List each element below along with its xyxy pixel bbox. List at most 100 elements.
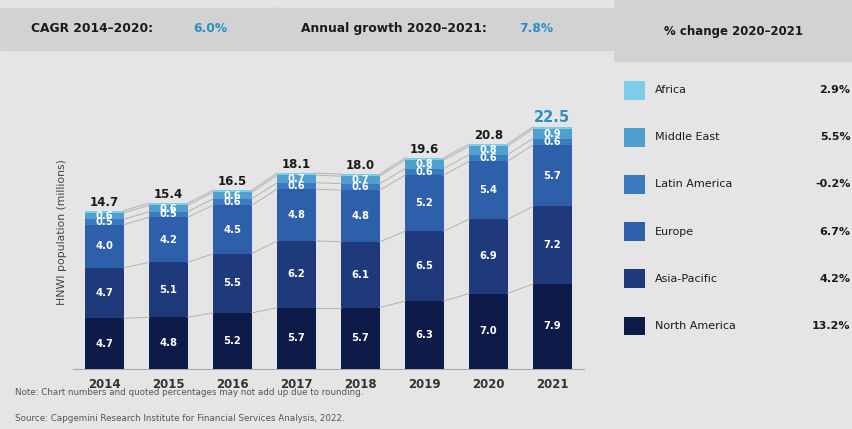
Bar [532,284,571,369]
FancyBboxPatch shape [623,128,644,147]
Text: 0.6: 0.6 [95,211,113,221]
Text: 20.8: 20.8 [473,129,503,142]
Text: 5.2: 5.2 [223,336,241,346]
Text: 18.0: 18.0 [345,159,375,172]
FancyBboxPatch shape [623,81,644,100]
Bar [85,213,124,219]
Bar [149,263,187,317]
Bar [469,146,507,155]
Text: 0.6: 0.6 [287,181,305,191]
Text: Note: Chart numbers and quoted percentages may not add up due to rounding.: Note: Chart numbers and quoted percentag… [14,388,362,397]
Text: Latin America: Latin America [654,179,731,190]
Bar [85,225,124,268]
Text: 6.2: 6.2 [287,269,305,279]
Text: 6.5: 6.5 [415,261,433,271]
Text: 4.5: 4.5 [223,224,241,235]
Text: % change 2020–2021: % change 2020–2021 [664,25,802,38]
Text: 7.2: 7.2 [543,240,561,250]
Text: 0.6: 0.6 [159,203,177,214]
Bar [532,139,571,145]
Text: 5.7: 5.7 [287,333,305,343]
Bar [277,183,315,189]
Bar [85,318,124,369]
Text: 5.2: 5.2 [415,198,433,208]
Bar [469,161,507,219]
Text: Source: Capgemini Research Institute for Financial Services Analysis, 2022.: Source: Capgemini Research Institute for… [14,414,343,423]
FancyBboxPatch shape [623,269,644,288]
Text: 4.8: 4.8 [351,211,369,221]
Text: 5.5%: 5.5% [819,132,849,142]
Bar [341,184,379,190]
Text: 0.6: 0.6 [543,137,561,147]
FancyBboxPatch shape [0,8,288,51]
Bar [277,173,315,175]
Text: North America: North America [654,321,734,331]
Text: 6.7%: 6.7% [819,227,849,237]
Text: Middle East: Middle East [654,132,718,142]
Bar [149,317,187,369]
Text: 5.7: 5.7 [351,333,369,343]
Bar [213,192,251,199]
Text: 0.7: 0.7 [287,174,305,184]
Text: 4.0: 4.0 [95,241,113,251]
Bar [469,293,507,369]
Text: 0.6: 0.6 [415,167,433,177]
Text: 6.1: 6.1 [351,270,369,280]
Text: 5.1: 5.1 [159,285,177,295]
Bar [277,189,315,241]
FancyBboxPatch shape [623,175,644,194]
Bar [277,241,315,308]
Bar [532,145,571,206]
Text: 18.1: 18.1 [281,158,311,171]
Text: 7.8%: 7.8% [518,22,552,36]
Text: 4.8: 4.8 [159,338,177,348]
FancyBboxPatch shape [623,317,644,335]
Bar [532,129,571,139]
Text: 4.2: 4.2 [159,235,177,245]
Bar [213,190,251,192]
Bar [277,175,315,183]
Bar [341,174,379,176]
Text: 22.5: 22.5 [533,110,570,125]
Text: 15.4: 15.4 [153,188,183,201]
FancyBboxPatch shape [611,0,852,62]
Text: 5.5: 5.5 [223,278,241,288]
Bar [149,205,187,212]
Bar [85,211,124,213]
Text: 0.6: 0.6 [223,197,241,207]
Text: 4.8: 4.8 [287,210,305,220]
Bar [213,199,251,205]
Bar [469,155,507,161]
Bar [341,242,379,308]
Text: 0.5: 0.5 [159,209,177,219]
Bar [405,160,443,169]
Bar [405,175,443,231]
Text: 0.8: 0.8 [415,159,433,169]
Bar [149,217,187,263]
Y-axis label: HNWI population (millions): HNWI population (millions) [57,159,66,305]
Text: 19.6: 19.6 [409,143,439,156]
Bar [213,313,251,369]
Bar [213,254,251,313]
Text: 7.0: 7.0 [479,326,497,336]
Text: 5.4: 5.4 [479,185,497,195]
FancyBboxPatch shape [264,8,619,51]
Text: Annual growth 2020–2021:: Annual growth 2020–2021: [301,22,486,36]
Bar [149,203,187,205]
Bar [405,158,443,160]
Text: 6.3: 6.3 [415,330,433,340]
Bar [341,308,379,369]
Text: 14.7: 14.7 [89,196,119,209]
Bar [341,176,379,184]
Bar [405,301,443,369]
Bar [213,205,251,254]
Bar [85,268,124,318]
Text: Africa: Africa [654,85,686,95]
Text: CAGR 2014–2020:: CAGR 2014–2020: [31,22,153,36]
Bar [341,190,379,242]
Text: 4.2%: 4.2% [819,274,849,284]
Bar [469,219,507,293]
FancyBboxPatch shape [623,222,644,241]
Text: 0.8: 0.8 [479,145,497,155]
Text: 0.6: 0.6 [479,153,497,163]
